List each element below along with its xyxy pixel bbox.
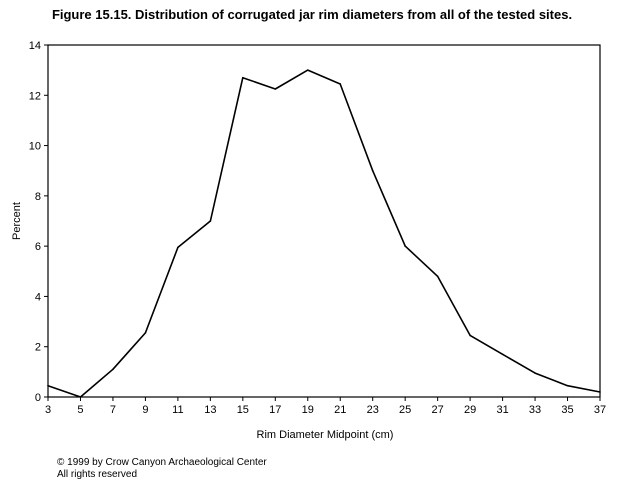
rights-line: All rights reserved (57, 469, 138, 480)
x-tick-label: 3 (45, 404, 51, 416)
y-axis: 0 2 4 6 8 10 12 14 (29, 40, 48, 404)
data-point (339, 83, 342, 85)
x-tick-label: 11 (172, 404, 183, 416)
x-tick-label: 31 (496, 404, 508, 416)
data-point (47, 384, 49, 387)
y-tick-label: 14 (29, 40, 41, 52)
copyright-notice: © 1999 by Crow Canyon Archaeological Cen… (57, 457, 267, 481)
data-point (144, 332, 147, 334)
data-point (599, 391, 601, 393)
x-tick-label: 15 (237, 404, 249, 416)
plot-frame (47, 44, 601, 398)
x-tick-label: 5 (77, 404, 83, 416)
x-tick-label: 23 (367, 404, 379, 416)
x-axis-label: Rim Diameter Midpoint (cm) (257, 429, 394, 441)
data-point (306, 69, 309, 71)
x-tick-label: 21 (334, 404, 346, 416)
x-tick-label: 17 (269, 404, 281, 416)
y-tick-label: 2 (35, 342, 41, 354)
data-point (404, 245, 406, 247)
x-axis: 3 5 7 9 11 13 15 17 19 21 23 25 27 29 31 33 35 37 (45, 397, 606, 416)
y-tick-label: 8 (35, 191, 41, 203)
data-point (242, 76, 244, 79)
x-tick-label: 9 (142, 404, 148, 416)
y-tick-label: 10 (29, 141, 41, 153)
data-point (112, 368, 114, 371)
y-tick-label: 4 (35, 291, 41, 303)
x-tick-label: 27 (432, 404, 444, 416)
x-tick-label: 13 (204, 404, 216, 416)
data-point (371, 169, 374, 172)
data-point (534, 372, 536, 374)
x-tick-label: 29 (464, 404, 476, 416)
data-point (274, 88, 277, 90)
x-tick-label: 33 (529, 404, 541, 416)
data-point (469, 334, 471, 337)
chart-title: Figure 15.15. Distribution of corrugated… (51, 7, 573, 22)
series-line (47, 69, 601, 398)
data-point (436, 275, 439, 278)
x-tick-label: 37 (594, 404, 606, 416)
data-point (501, 353, 504, 356)
data-point (177, 246, 179, 249)
data-point (566, 384, 569, 387)
y-axis-label: Percent (11, 202, 23, 240)
plot-border (47, 44, 601, 398)
x-tick-label: 25 (399, 404, 411, 416)
x-tick-label: 35 (561, 404, 573, 416)
data-point (209, 220, 212, 222)
data-point (79, 396, 82, 398)
y-tick-label: 6 (35, 241, 41, 253)
x-tick-label: 19 (302, 404, 314, 416)
y-tick-label: 12 (29, 90, 41, 102)
x-tick-label: 7 (110, 404, 116, 416)
copyright-line: © 1999 by Crow Canyon Archaeological Cen… (57, 457, 267, 468)
series-layer (47, 69, 601, 398)
y-tick-label: 0 (35, 392, 41, 404)
